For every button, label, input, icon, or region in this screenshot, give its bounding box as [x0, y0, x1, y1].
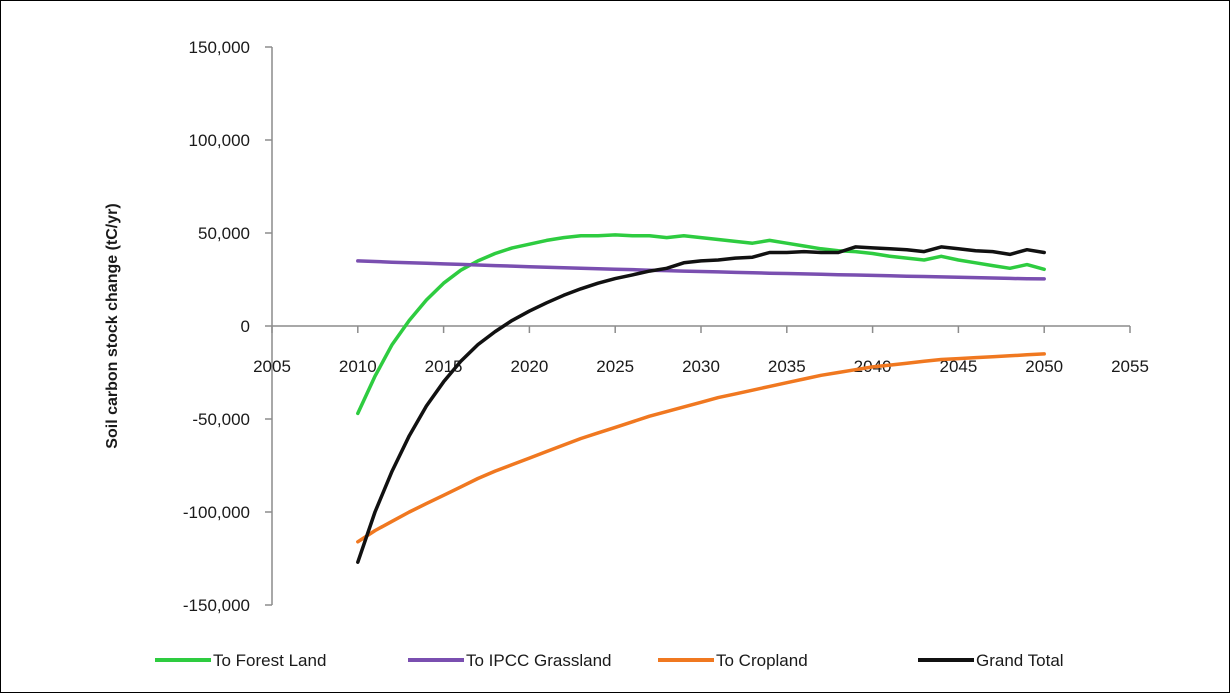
- y-tick-label: -100,000: [183, 503, 250, 522]
- series-line-grand-total: [356, 245, 1046, 564]
- y-axis-title: Soil carbon stock change (tC/yr): [104, 203, 121, 448]
- series-lines: [356, 233, 1046, 564]
- series-line-to-ipcc-grassland: [356, 259, 1046, 281]
- series-line-to-cropland: [356, 352, 1046, 544]
- legend-label-to-ipcc-grassland: To IPCC Grassland: [466, 651, 612, 670]
- x-tick-label: 2045: [939, 357, 977, 376]
- x-tick-label: 2035: [768, 357, 806, 376]
- y-tick-label: 150,000: [189, 38, 250, 57]
- x-tick-label: 2010: [339, 357, 377, 376]
- y-tick-label: 100,000: [189, 131, 250, 150]
- y-axis-ticks: 150,000 100,000 50,000 0 -50,000 -100,000 -150…: [183, 38, 272, 615]
- x-tick-label: 2055: [1111, 357, 1149, 376]
- x-tick-label: 2020: [510, 357, 548, 376]
- x-tick-label: 2030: [682, 357, 720, 376]
- y-tick-label: -50,000: [192, 410, 250, 429]
- legend-label-to-forest-land: To Forest Land: [213, 651, 326, 670]
- x-tick-label: 2025: [596, 357, 634, 376]
- legend: To Forest Land To IPCC Grassland To Cropla…: [155, 651, 1064, 670]
- legend-label-grand-total: Grand Total: [976, 651, 1064, 670]
- y-tick-label: 50,000: [198, 224, 250, 243]
- y-tick-label: 0: [241, 317, 250, 336]
- x-tick-label: 2005: [253, 357, 291, 376]
- legend-label-to-cropland: To Cropland: [716, 651, 808, 670]
- y-tick-label: -150,000: [183, 596, 250, 615]
- x-tick-label: 2050: [1025, 357, 1063, 376]
